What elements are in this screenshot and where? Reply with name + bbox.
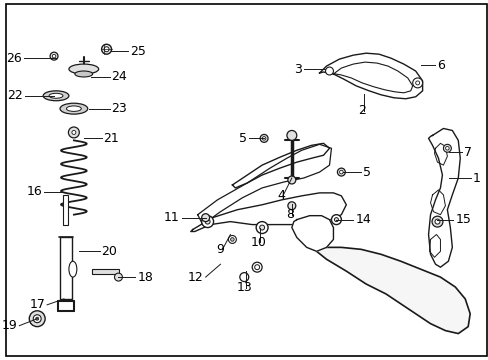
- Polygon shape: [316, 247, 469, 334]
- Circle shape: [443, 144, 450, 152]
- Text: 2: 2: [358, 104, 366, 117]
- Circle shape: [412, 78, 422, 88]
- Text: 5: 5: [363, 166, 370, 179]
- Circle shape: [325, 67, 333, 75]
- Circle shape: [72, 130, 76, 134]
- Circle shape: [33, 315, 41, 323]
- Circle shape: [252, 262, 262, 272]
- Text: 15: 15: [454, 213, 470, 226]
- Bar: [63, 195, 68, 225]
- Text: 22: 22: [8, 89, 23, 102]
- Circle shape: [50, 52, 58, 60]
- Text: 20: 20: [102, 245, 117, 258]
- Circle shape: [36, 317, 39, 320]
- Text: 14: 14: [354, 213, 370, 226]
- Text: 8: 8: [285, 208, 293, 221]
- Circle shape: [29, 311, 45, 327]
- Text: 9: 9: [216, 243, 224, 256]
- Text: 1: 1: [472, 171, 480, 185]
- Circle shape: [431, 216, 442, 227]
- Circle shape: [287, 202, 295, 210]
- Circle shape: [259, 225, 264, 230]
- Ellipse shape: [60, 103, 87, 114]
- Polygon shape: [190, 193, 346, 231]
- Text: 17: 17: [29, 298, 45, 311]
- Text: 11: 11: [164, 211, 180, 224]
- Polygon shape: [291, 216, 333, 251]
- Text: 16: 16: [26, 185, 42, 198]
- Circle shape: [201, 214, 209, 222]
- Circle shape: [228, 235, 236, 243]
- Polygon shape: [197, 144, 331, 225]
- Circle shape: [260, 134, 267, 142]
- Circle shape: [239, 273, 248, 282]
- Text: 4: 4: [276, 189, 285, 202]
- Circle shape: [254, 265, 259, 270]
- Ellipse shape: [69, 261, 77, 277]
- Polygon shape: [319, 53, 422, 99]
- Ellipse shape: [75, 71, 93, 77]
- Circle shape: [68, 127, 79, 138]
- Polygon shape: [427, 129, 459, 267]
- Bar: [60, 238, 72, 299]
- Circle shape: [331, 215, 341, 225]
- Text: 24: 24: [111, 71, 127, 84]
- Text: 7: 7: [463, 146, 471, 159]
- Polygon shape: [232, 143, 329, 188]
- Text: 12: 12: [187, 271, 203, 284]
- Circle shape: [434, 219, 439, 224]
- Circle shape: [415, 81, 419, 85]
- Text: 25: 25: [130, 45, 146, 58]
- Text: 26: 26: [6, 51, 22, 65]
- Circle shape: [286, 130, 296, 140]
- Ellipse shape: [69, 64, 99, 74]
- Circle shape: [334, 218, 338, 222]
- Circle shape: [52, 54, 56, 58]
- Circle shape: [287, 176, 295, 184]
- Ellipse shape: [43, 91, 69, 101]
- Circle shape: [339, 170, 343, 174]
- Circle shape: [262, 136, 265, 140]
- Bar: [92, 269, 119, 274]
- Circle shape: [102, 44, 111, 54]
- Text: 18: 18: [137, 271, 153, 284]
- Ellipse shape: [49, 93, 63, 98]
- Circle shape: [114, 273, 122, 281]
- Text: 21: 21: [103, 132, 119, 145]
- Text: 19: 19: [1, 319, 18, 332]
- Circle shape: [230, 238, 234, 241]
- Circle shape: [337, 168, 345, 176]
- Text: 13: 13: [236, 282, 252, 294]
- Text: 5: 5: [239, 132, 247, 145]
- Text: 23: 23: [111, 102, 127, 115]
- Ellipse shape: [66, 106, 81, 111]
- Text: 3: 3: [293, 63, 301, 76]
- Circle shape: [104, 47, 109, 52]
- Text: 10: 10: [250, 236, 265, 249]
- Circle shape: [201, 216, 213, 228]
- Circle shape: [205, 219, 210, 224]
- Circle shape: [445, 147, 448, 150]
- Text: 6: 6: [437, 59, 445, 72]
- Circle shape: [256, 222, 267, 234]
